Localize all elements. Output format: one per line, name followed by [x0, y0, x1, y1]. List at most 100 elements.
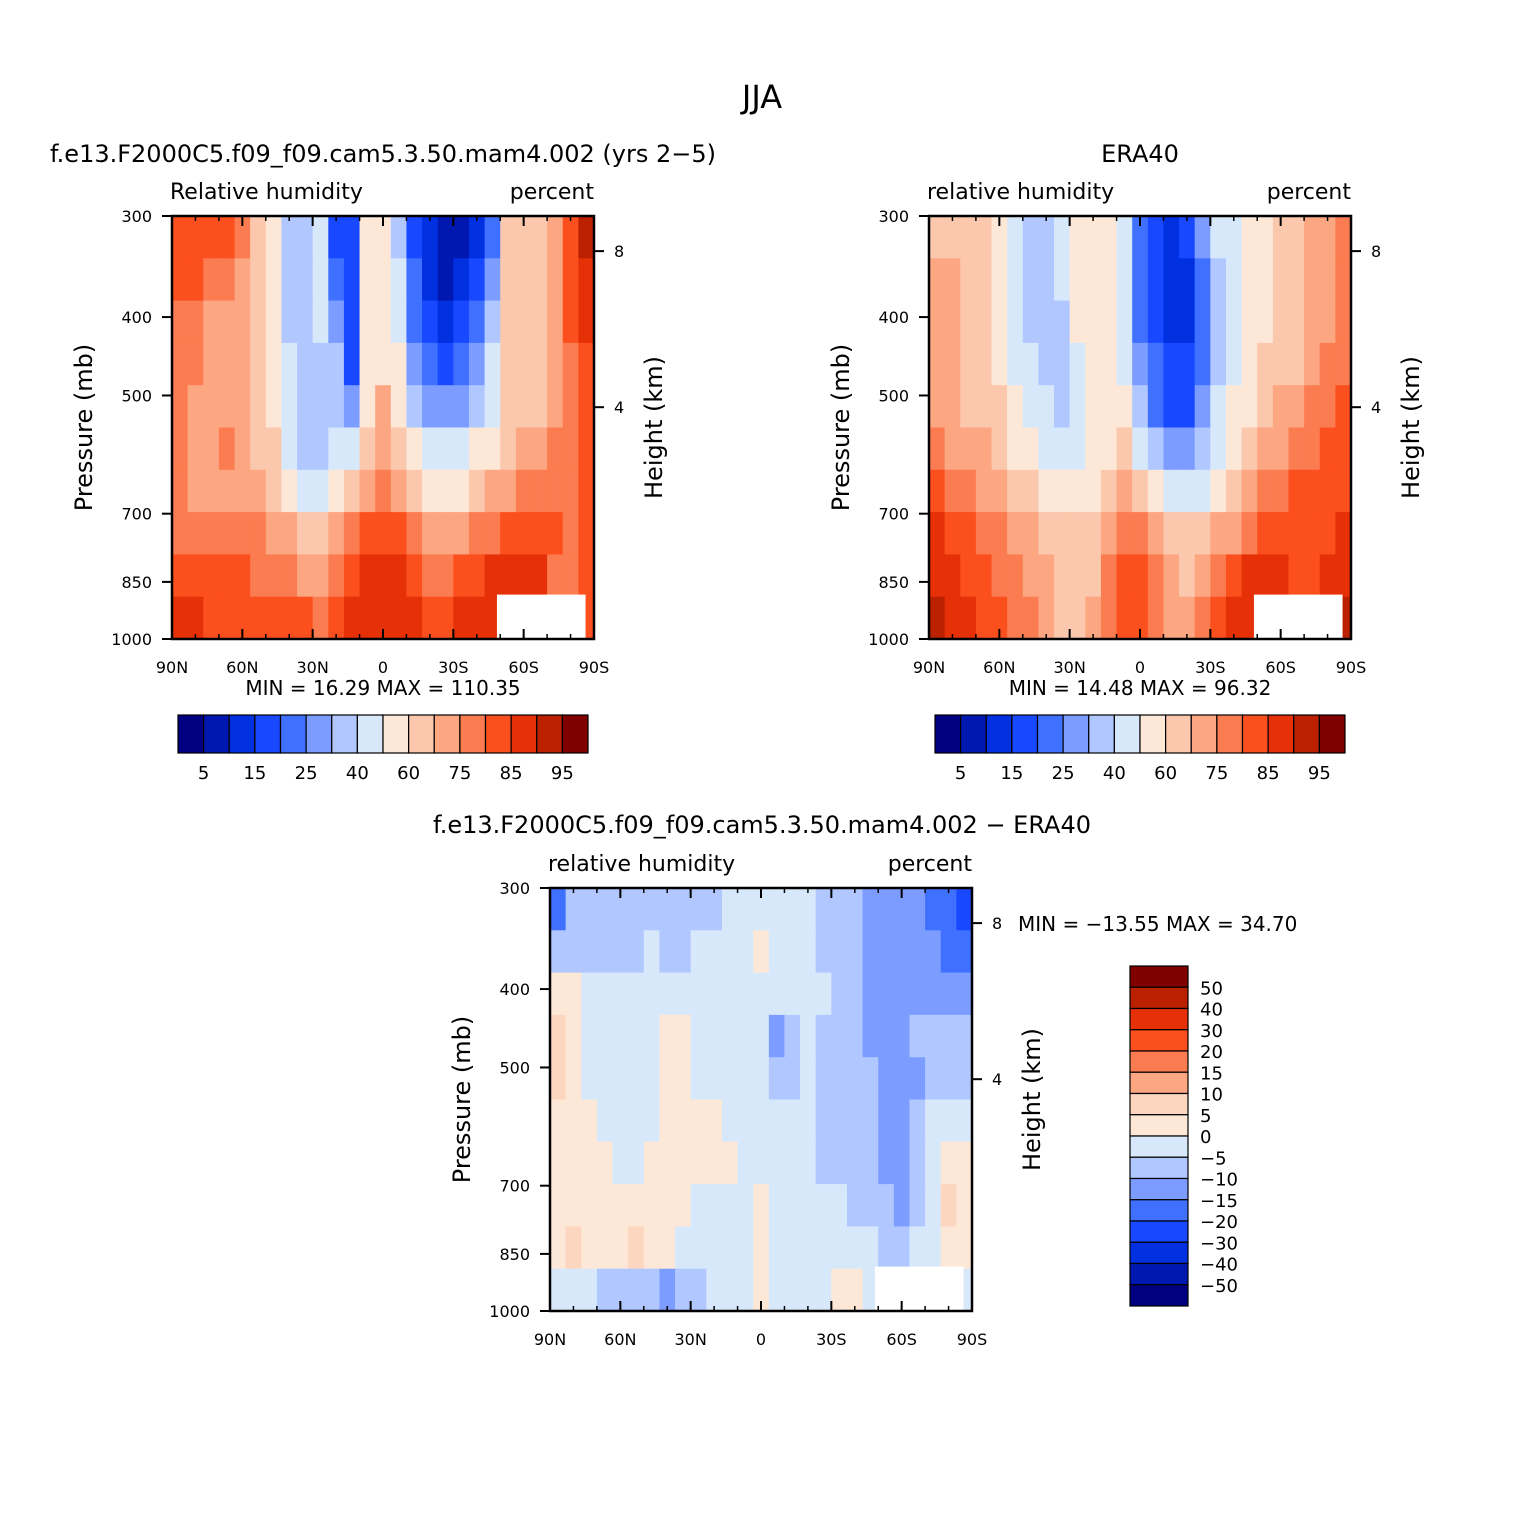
min-max-stats: MIN = 16.29 MAX = 110.35 — [245, 676, 520, 700]
contour-cell — [1179, 342, 1196, 386]
contour-cell — [909, 888, 926, 931]
contour-cell — [1225, 385, 1243, 429]
contour-cell — [1241, 385, 1258, 429]
contour-cell — [1147, 385, 1165, 429]
contour-cell — [1288, 427, 1305, 471]
contour-cell — [359, 216, 376, 259]
contour-cell — [390, 342, 408, 386]
contour-cell — [628, 1057, 645, 1101]
contour-cell — [187, 300, 204, 344]
contour-cell — [596, 1099, 614, 1143]
contour-cell — [234, 342, 251, 386]
max-value: 110.35 — [451, 676, 521, 700]
contour-cell — [468, 300, 486, 344]
contour-cell — [960, 385, 977, 429]
contour-cell — [643, 1226, 661, 1270]
contour-cell — [234, 554, 251, 598]
contour-cell — [265, 554, 283, 598]
contour-cell — [297, 300, 314, 344]
contour-cell — [768, 1226, 786, 1270]
contour-cell — [675, 888, 692, 931]
contour-cell — [1007, 342, 1024, 386]
contour-cell — [1225, 258, 1243, 302]
colorbar-swatch — [510, 714, 538, 754]
contour-cell — [218, 596, 236, 640]
contour-cell — [390, 427, 408, 471]
contour-cell — [578, 216, 595, 259]
contour-cell — [960, 342, 977, 386]
contour-cell — [547, 554, 564, 598]
colorbar-swatch — [1267, 714, 1295, 754]
contour-cell — [281, 258, 298, 302]
contour-cell — [484, 216, 501, 259]
contour-cell — [862, 1141, 879, 1185]
colorbar-swatch — [1129, 1114, 1189, 1137]
panel-left-label: Relative humidity — [170, 180, 363, 205]
panel-right-label: percent — [1267, 180, 1352, 205]
contour-cell — [1069, 427, 1086, 471]
contour-cell — [484, 427, 501, 471]
y-tick-label: 400 — [878, 308, 909, 327]
contour-cell — [659, 1141, 676, 1185]
contour-cell — [893, 972, 911, 1016]
contour-cell — [960, 427, 977, 471]
y-axis-label: Pressure (mb) — [827, 344, 855, 511]
panel-1: 90N 60N 30N 0 30S 60S 90S 300 400 500 700 850 1000 8 4… — [50, 140, 716, 784]
colorbar-swatch — [1011, 714, 1039, 754]
contour-cell — [484, 258, 501, 302]
contour-cell — [1007, 512, 1024, 555]
contour-cell — [581, 1226, 598, 1270]
contour-cell — [172, 342, 189, 386]
contour-cell — [909, 1226, 926, 1270]
colorbar-swatch — [1216, 714, 1244, 754]
colorbar-label: 5 — [1200, 1106, 1211, 1127]
contour-cell — [218, 258, 236, 302]
contour-cell — [737, 1099, 754, 1143]
contour-cell — [343, 596, 361, 640]
y-tick-label: 1000 — [489, 1302, 530, 1321]
contour-cell — [643, 888, 661, 931]
contour-cell — [944, 469, 961, 513]
contour-cell — [437, 258, 454, 302]
contour-cell — [1007, 554, 1024, 598]
y2-tick-label: 8 — [1371, 242, 1381, 261]
contour-cell — [721, 1099, 739, 1143]
contour-cell — [1225, 469, 1243, 513]
x-tick-label: 90S — [579, 658, 610, 677]
contour-cell — [328, 385, 345, 429]
contour-cell — [956, 1099, 973, 1143]
contour-cell — [390, 258, 408, 302]
contour-cell — [565, 972, 582, 1016]
y-tick-label: 700 — [499, 1177, 530, 1196]
contour-cell — [675, 1099, 692, 1143]
contour-cell — [1257, 385, 1274, 429]
contour-cell — [1147, 512, 1165, 555]
contour-cell — [1116, 427, 1133, 471]
colorbar-label: 95 — [1308, 763, 1331, 784]
contour-cell — [1069, 342, 1086, 386]
contour-cell — [343, 469, 361, 513]
contour-cell — [312, 300, 329, 344]
contour-cell — [1272, 554, 1290, 598]
contour-cell — [753, 1014, 770, 1058]
contour-cell — [690, 1014, 707, 1058]
contour-cell — [831, 1057, 848, 1101]
contour-cell — [1054, 300, 1071, 344]
contour-cell — [281, 512, 298, 555]
contour-cell — [234, 385, 251, 429]
contour-cell — [628, 972, 645, 1016]
contour-cell — [1147, 300, 1165, 344]
contour-cell — [203, 258, 220, 302]
y-tick-label: 700 — [121, 505, 152, 524]
contour-cell — [784, 930, 801, 974]
contour-cell — [1225, 342, 1243, 386]
colorbar-swatch — [382, 714, 410, 754]
contour-cell — [768, 1014, 786, 1058]
contour-cell — [422, 427, 439, 471]
contour-cell — [250, 300, 267, 344]
contour-cell — [784, 1268, 801, 1312]
contour-cell — [737, 1014, 754, 1058]
contour-field — [929, 216, 1352, 640]
contour-cell — [265, 300, 283, 344]
colorbar-swatch — [1113, 714, 1141, 754]
